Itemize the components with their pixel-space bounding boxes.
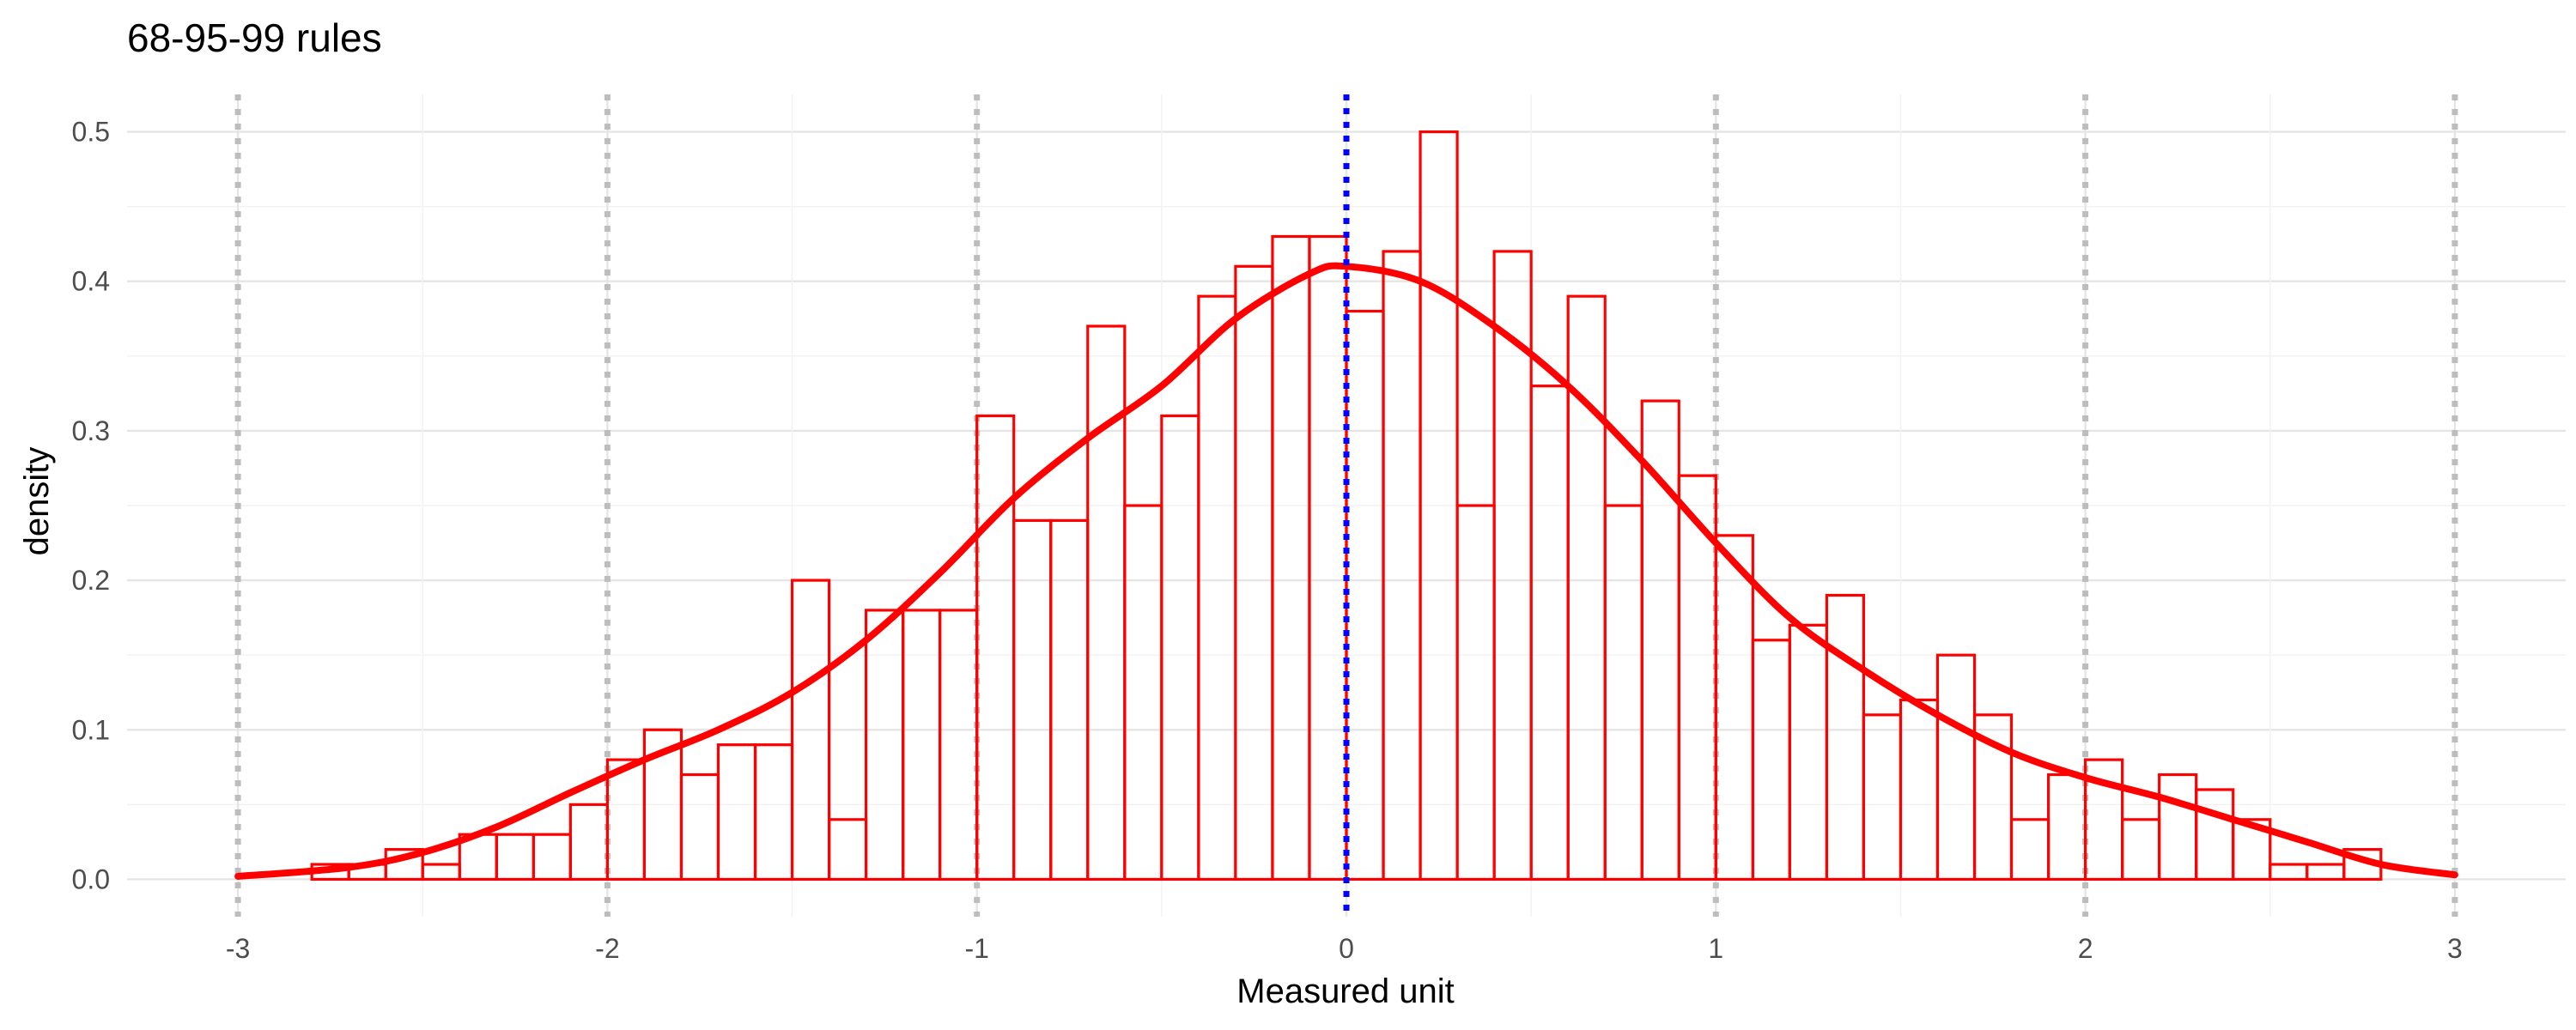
histogram-bar xyxy=(1972,713,2014,882)
x-axis-ticks: -3 -2 -1 0 1 2 3 xyxy=(226,933,2463,964)
histogram-bar xyxy=(1197,294,1237,882)
histogram-bar xyxy=(2009,818,2050,882)
histogram-bar xyxy=(2195,788,2235,882)
histogram-bar xyxy=(1455,504,1496,882)
histogram-bar xyxy=(421,863,461,882)
histogram-bar xyxy=(1529,385,1570,882)
x-tick-label: 3 xyxy=(2447,933,2463,964)
histogram-bar xyxy=(1603,504,1643,882)
histogram-bar xyxy=(753,743,794,882)
histogram-bar xyxy=(1382,250,1422,882)
y-tick-label: 0.1 xyxy=(72,714,110,745)
histogram-bar xyxy=(2121,818,2161,882)
histogram-bar xyxy=(1160,414,1200,882)
histogram-bar xyxy=(1234,264,1274,882)
histogram-bar xyxy=(902,609,942,882)
x-tick-label: -1 xyxy=(964,933,988,964)
y-tick-label: 0.3 xyxy=(72,415,110,446)
histogram-bar xyxy=(568,803,609,882)
histogram-bar xyxy=(1714,534,1754,882)
histogram-bar xyxy=(790,579,831,882)
chart-title: 68-95-99 rules xyxy=(127,15,382,60)
histogram-bar xyxy=(679,772,720,882)
x-axis-title: Measured unit xyxy=(1236,972,1454,1010)
histogram-bar xyxy=(532,833,572,882)
histogram-bar xyxy=(1123,504,1163,882)
histogram-bar xyxy=(1640,399,1680,882)
histogram-bar xyxy=(2046,772,2087,882)
y-axis-title: density xyxy=(18,447,56,556)
histogram-bar xyxy=(939,609,979,882)
histogram-bar xyxy=(1566,294,1607,882)
y-tick-label: 0.5 xyxy=(72,117,110,148)
histogram-bar xyxy=(975,414,1016,882)
density-curve xyxy=(234,262,2458,880)
x-tick-label: -2 xyxy=(595,933,619,964)
histogram-bar xyxy=(2269,863,2309,882)
histogram-bar xyxy=(1345,309,1385,882)
x-tick-label: 1 xyxy=(1708,933,1723,964)
density-curve-layer xyxy=(234,262,2458,880)
histogram-bar xyxy=(605,758,647,882)
histogram-bar xyxy=(865,609,905,882)
histogram-bar xyxy=(1271,234,1311,882)
histogram-bar xyxy=(827,818,868,882)
histogram-bar xyxy=(1825,593,1866,882)
y-tick-label: 0.4 xyxy=(72,266,110,297)
histogram-bar xyxy=(716,743,757,882)
histogram-bar xyxy=(1788,623,1828,882)
y-axis-ticks: 0.0 0.1 0.2 0.3 0.4 0.5 xyxy=(72,117,110,895)
x-tick-label: 0 xyxy=(1339,933,1354,964)
histogram-bar xyxy=(2158,772,2198,882)
histogram-bar xyxy=(1012,518,1053,882)
histogram-bar xyxy=(1751,639,1791,882)
y-tick-label: 0.2 xyxy=(72,565,110,596)
y-tick-label: 0.0 xyxy=(72,863,110,894)
histogram-bar xyxy=(2232,818,2272,882)
histogram-bar xyxy=(2306,863,2346,882)
histogram-bar xyxy=(1899,698,1940,882)
histogram-bar xyxy=(1308,234,1348,882)
histogram-bar xyxy=(495,833,535,882)
histogram-bar xyxy=(1049,518,1090,882)
x-tick-label: 2 xyxy=(2078,933,2093,964)
histogram-bar xyxy=(1862,713,1903,882)
x-tick-label: -3 xyxy=(226,933,250,964)
histogram-bar xyxy=(1935,653,1977,882)
histogram-bar xyxy=(1086,324,1127,882)
histogram-bars xyxy=(310,130,2383,882)
